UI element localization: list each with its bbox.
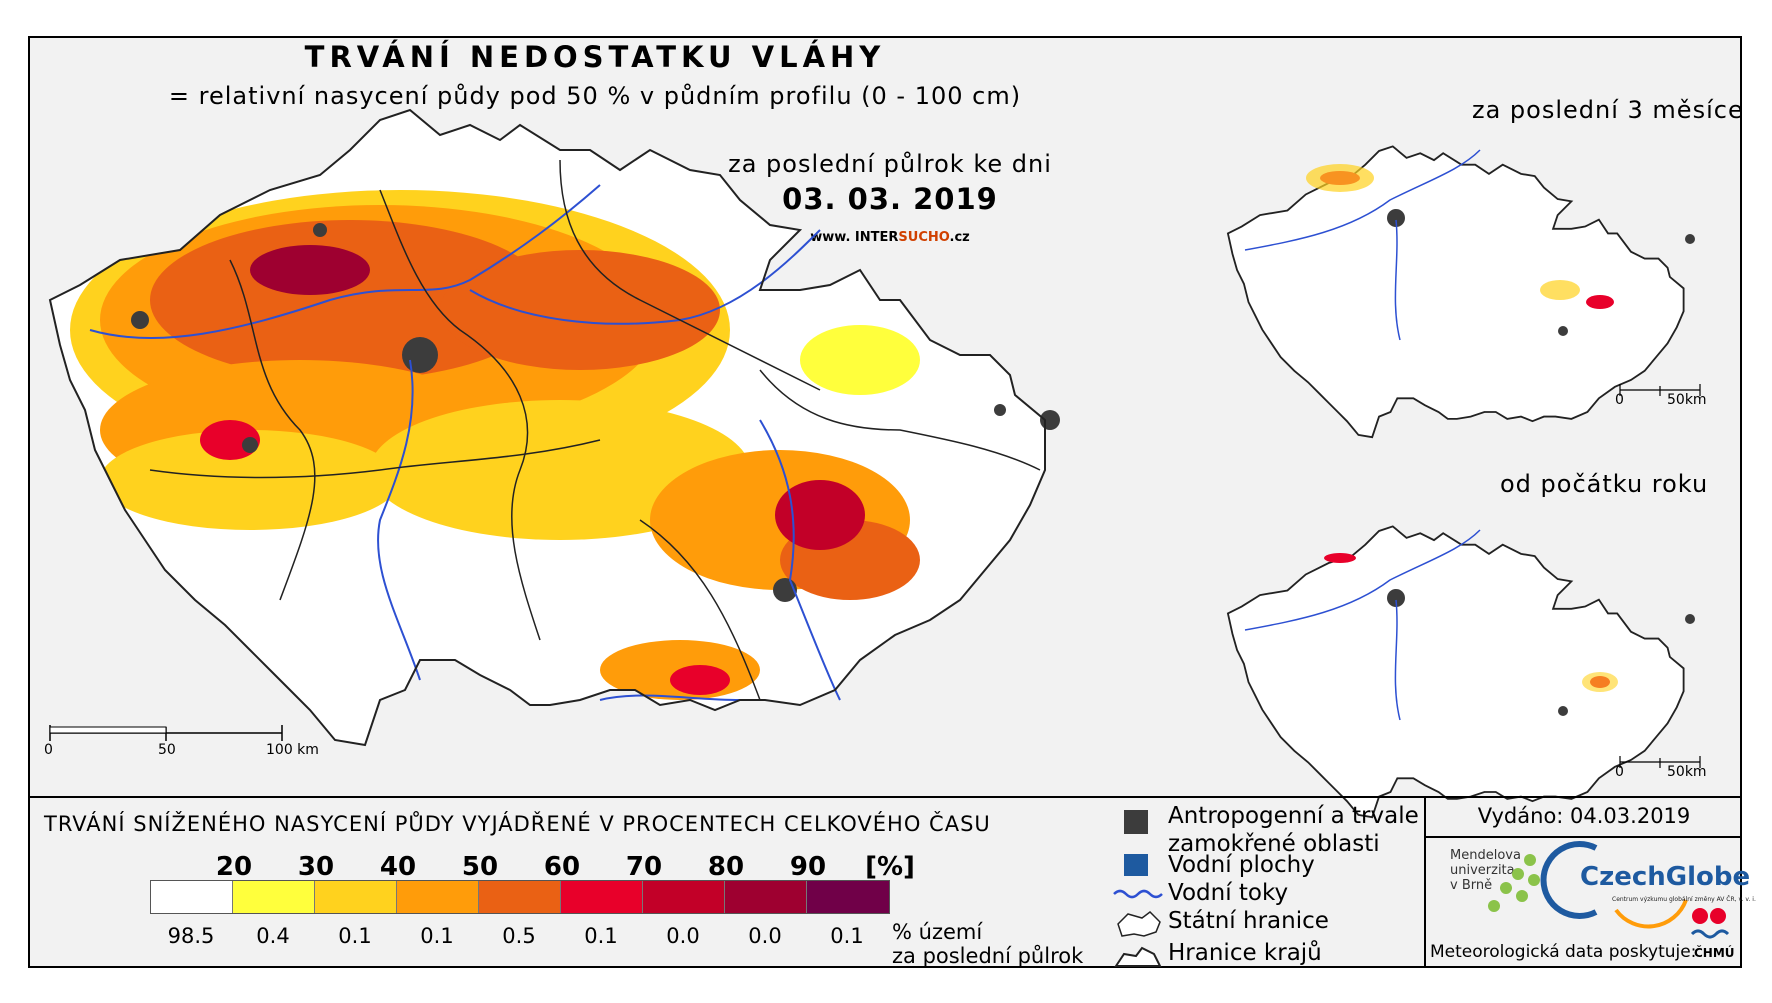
legend-threshold: 20 xyxy=(215,852,253,882)
legend-percentage: 98.5 xyxy=(167,924,215,948)
inset-2-scale-label-50: 50km xyxy=(1667,764,1707,780)
legend-percentage: 0.0 xyxy=(748,924,782,948)
inset-2-scale-label-0: 0 xyxy=(1615,764,1624,780)
legend-swatch xyxy=(151,881,233,913)
legend-percentage: 0.0 xyxy=(666,924,700,948)
legend-swatch xyxy=(807,881,889,913)
legend-state-border-label: Státní hranice xyxy=(1168,908,1329,934)
legend-title: TRVÁNÍ SNÍŽENÉHO NASYCENÍ PŮDY VYJÁDŘENÉ… xyxy=(44,812,991,836)
legend-line-symbols xyxy=(1113,889,1163,967)
legend-swatch xyxy=(561,881,643,913)
legend-threshold: 70 xyxy=(625,852,663,882)
meteo-data-label: Meteorologická data poskytuje: xyxy=(1430,942,1697,962)
legend-threshold: 50 xyxy=(461,852,499,882)
legend-percentage: 0.1 xyxy=(420,924,454,948)
czechglobe-logo-icon xyxy=(1540,841,1688,929)
legend-swatch xyxy=(725,881,807,913)
state-border-icon xyxy=(1117,911,1161,937)
legend-water-bodies-label: Vodní plochy xyxy=(1168,852,1315,878)
inset-1-scale-label-50: 50km xyxy=(1667,392,1707,408)
water-body-swatch xyxy=(1124,854,1148,876)
czechglobe-logo-text: CzechGlobe xyxy=(1580,862,1751,892)
inset-1-scale-label-0: 0 xyxy=(1615,392,1624,408)
legend-percentage: 0.1 xyxy=(338,924,372,948)
legend-swatch xyxy=(233,881,315,913)
footer-vertical-divider xyxy=(1424,796,1426,968)
legend-percentage: 0.5 xyxy=(502,924,536,948)
inset-1-scale-bar xyxy=(1619,384,1701,396)
chmu-logo-icon xyxy=(1690,908,1730,939)
footer-horizontal-divider xyxy=(1424,836,1742,838)
inset-2-scale-bar xyxy=(1619,756,1701,768)
anthropogenic-swatch xyxy=(1124,810,1148,834)
main-scale-bar xyxy=(49,725,283,741)
inset-map-3-months xyxy=(1226,145,1695,439)
chmu-logo-text: ČHMÚ xyxy=(1694,946,1735,960)
legend-threshold: 90 xyxy=(789,852,827,882)
bottom-panel-divider xyxy=(28,796,1742,798)
inset-title-year-start: od počátku roku xyxy=(1500,470,1709,498)
main-scale-label-100: 100 km xyxy=(266,742,319,758)
legend-percentage: 0.4 xyxy=(256,924,290,948)
legend-threshold: 60 xyxy=(543,852,581,882)
map-subtitle: = relativní nasycení půdy pod 50 % v půd… xyxy=(168,82,1022,110)
legend-swatch xyxy=(397,881,479,913)
map-title: TRVÁNÍ NEDOSTATKU VLÁHY xyxy=(304,40,886,74)
legend-percentage: 0.1 xyxy=(584,924,618,948)
legend-percentage-label: % území za poslední půlrok xyxy=(892,920,1084,968)
mendel-logo-text: Mendelova univerzita v Brně xyxy=(1450,848,1521,893)
legend-swatch xyxy=(315,881,397,913)
legend-unit: [%] xyxy=(865,852,915,882)
inset-map-year-start xyxy=(1226,525,1695,819)
legend-threshold: 30 xyxy=(297,852,335,882)
legend-anthropogenic-label: Antropogenní a trvale zamokřené oblasti xyxy=(1168,803,1419,857)
legend-swatch xyxy=(643,881,725,913)
main-scale-label-50: 50 xyxy=(158,742,176,758)
czechglobe-subtitle: Centrum výzkumu globální změny AV ČR, v.… xyxy=(1612,896,1756,903)
date-label: 03. 03. 2019 xyxy=(782,182,998,216)
region-border-icon xyxy=(1114,946,1162,967)
legend-swatch xyxy=(479,881,561,913)
legend-threshold: 40 xyxy=(379,852,417,882)
legend-rivers-label: Vodní toky xyxy=(1168,880,1289,906)
website-link[interactable]: www. INTERSUCHO.cz xyxy=(810,230,970,245)
legend-threshold: 80 xyxy=(707,852,745,882)
legend-percentage: 0.1 xyxy=(830,924,864,948)
inset-title-3-months: za poslední 3 měsíce xyxy=(1472,96,1744,124)
legend-region-border-label: Hranice krajů xyxy=(1168,940,1322,966)
issued-date: Vydáno: 04.03.2019 xyxy=(1477,804,1691,828)
main-scale-label-0: 0 xyxy=(44,742,53,758)
period-label: za poslední půlrok ke dni xyxy=(728,150,1052,178)
mendel-logo-icon xyxy=(1488,854,1540,912)
legend-color-bar xyxy=(150,880,890,914)
river-line-icon xyxy=(1113,889,1163,899)
